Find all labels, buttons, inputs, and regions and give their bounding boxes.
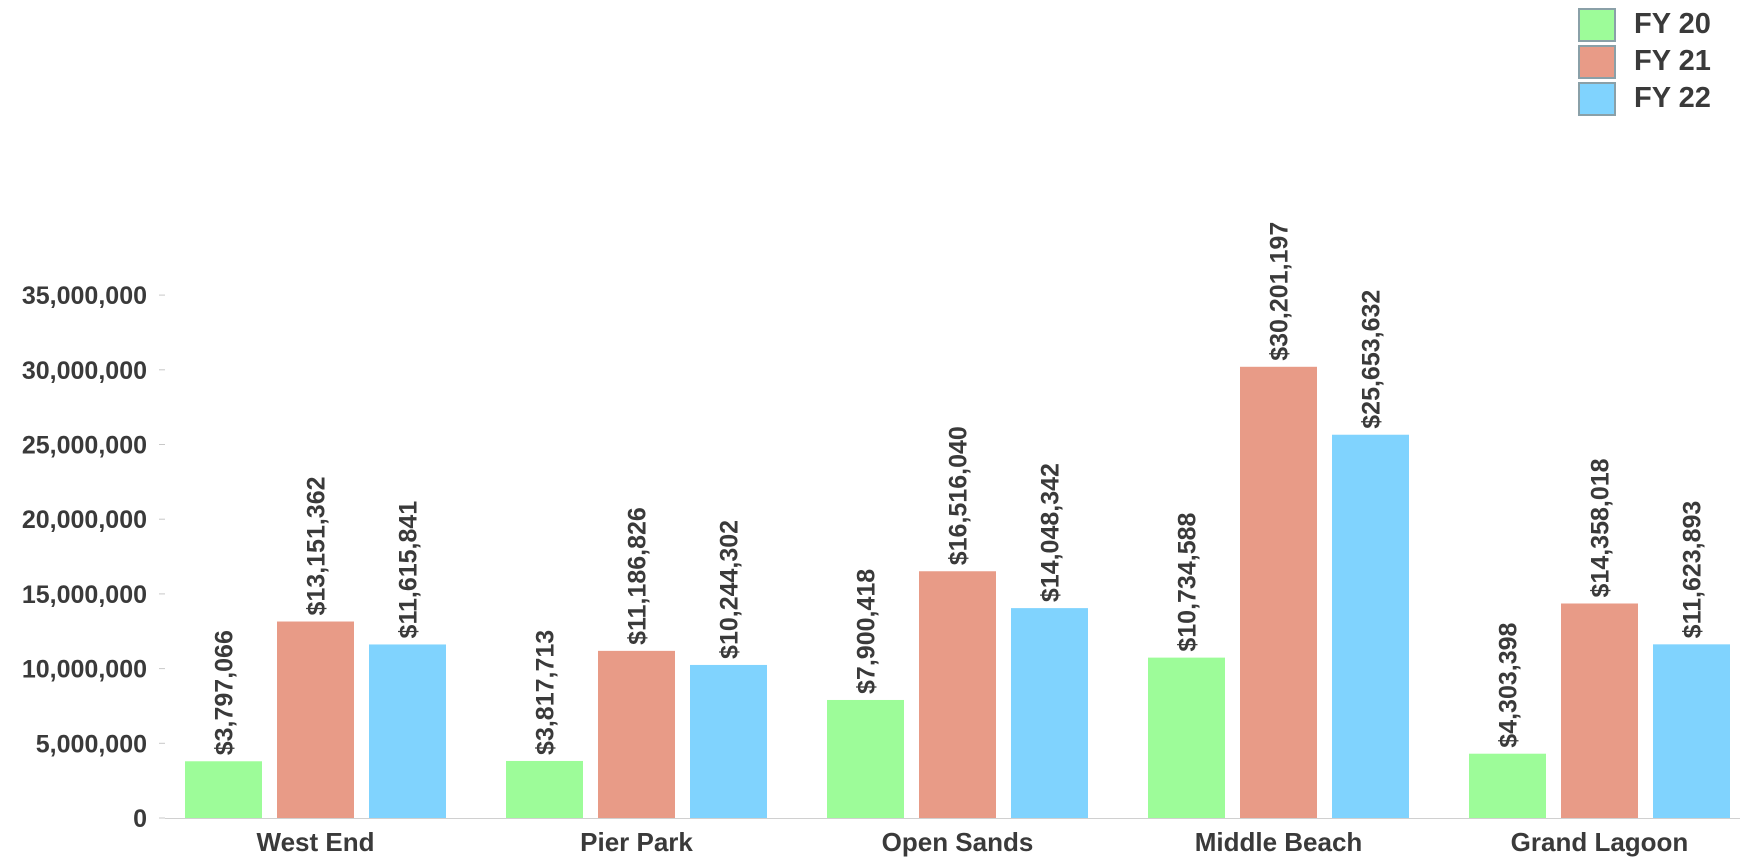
bar[interactable] bbox=[1561, 603, 1638, 818]
bar[interactable] bbox=[1011, 608, 1088, 818]
bar-value-label: $30,201,197 bbox=[1266, 222, 1294, 361]
y-axis: 0 5,000,000 10,000,000 15,000,000 20,000,000… bbox=[22, 282, 165, 833]
bar[interactable] bbox=[185, 761, 262, 818]
legend-label-fy21: FY 21 bbox=[1634, 45, 1711, 77]
bar[interactable] bbox=[598, 650, 675, 818]
legend-swatch-fy20 bbox=[1578, 7, 1616, 42]
bar-value-label: $3,797,066 bbox=[211, 630, 239, 755]
bar-value-label: $10,244,302 bbox=[716, 520, 744, 659]
bar-value-label: $25,653,632 bbox=[1358, 290, 1386, 429]
bar[interactable] bbox=[1469, 753, 1546, 818]
y-tick-label: 5,000,000 bbox=[36, 730, 147, 758]
bar[interactable] bbox=[827, 699, 904, 818]
legend-label-fy20: FY 20 bbox=[1634, 8, 1711, 40]
bar-value-label: $14,048,342 bbox=[1037, 463, 1065, 602]
y-tick-label: 30,000,000 bbox=[22, 357, 147, 385]
bar-value-label: $3,817,713 bbox=[532, 630, 560, 755]
legend-item-fy22[interactable]: FY 22 bbox=[1578, 80, 1738, 117]
bar-value-label: $7,900,418 bbox=[853, 569, 881, 694]
legend: FY 20 FY 21 FY 22 bbox=[1578, 6, 1738, 117]
legend-label-fy22: FY 22 bbox=[1634, 82, 1711, 114]
bar-value-label: $11,623,893 bbox=[1679, 501, 1707, 639]
bar[interactable] bbox=[369, 644, 446, 818]
x-category-label: Pier Park bbox=[580, 827, 693, 857]
bar[interactable] bbox=[1332, 434, 1409, 818]
y-tick-label: 20,000,000 bbox=[22, 506, 147, 534]
bar[interactable] bbox=[919, 571, 996, 818]
bar-value-label: $10,734,588 bbox=[1174, 513, 1202, 652]
bar[interactable] bbox=[1240, 366, 1317, 818]
legend-item-fy21[interactable]: FY 21 bbox=[1578, 43, 1738, 80]
x-category-label: West End bbox=[257, 827, 375, 857]
bar[interactable] bbox=[506, 760, 583, 818]
bar[interactable] bbox=[690, 664, 767, 818]
y-tick-label: 25,000,000 bbox=[22, 432, 147, 460]
value-labels-group: $3,797,066 $13,151,362 $11,615,841 $3,817,7… bbox=[211, 222, 1707, 756]
y-tick-label: 15,000,000 bbox=[22, 581, 147, 609]
x-category-label: Grand Lagoon bbox=[1511, 827, 1689, 857]
x-category-label: Middle Beach bbox=[1195, 827, 1363, 857]
legend-swatch-fy22 bbox=[1578, 81, 1616, 116]
bar-value-label: $11,186,826 bbox=[624, 507, 652, 645]
y-tick-label: 0 bbox=[133, 805, 147, 833]
bar[interactable] bbox=[1148, 657, 1225, 818]
bar-value-label: $11,615,841 bbox=[395, 501, 423, 639]
bar-value-label: $16,516,040 bbox=[945, 426, 973, 565]
bar-value-label: $13,151,362 bbox=[303, 476, 331, 615]
x-axis: West End Pier Park Open Sands Middle Beach G… bbox=[165, 818, 1740, 857]
legend-swatch-fy21 bbox=[1578, 44, 1616, 79]
x-category-label: Open Sands bbox=[882, 827, 1034, 857]
bar-value-label: $4,303,398 bbox=[1495, 622, 1523, 747]
bar-value-label: $14,358,018 bbox=[1587, 458, 1615, 597]
bars-group bbox=[185, 366, 1730, 818]
bar[interactable] bbox=[1653, 644, 1730, 818]
bar[interactable] bbox=[277, 621, 354, 818]
y-tick-label: 35,000,000 bbox=[22, 282, 147, 310]
legend-item-fy20[interactable]: FY 20 bbox=[1578, 6, 1738, 43]
y-tick-label: 10,000,000 bbox=[22, 656, 147, 684]
